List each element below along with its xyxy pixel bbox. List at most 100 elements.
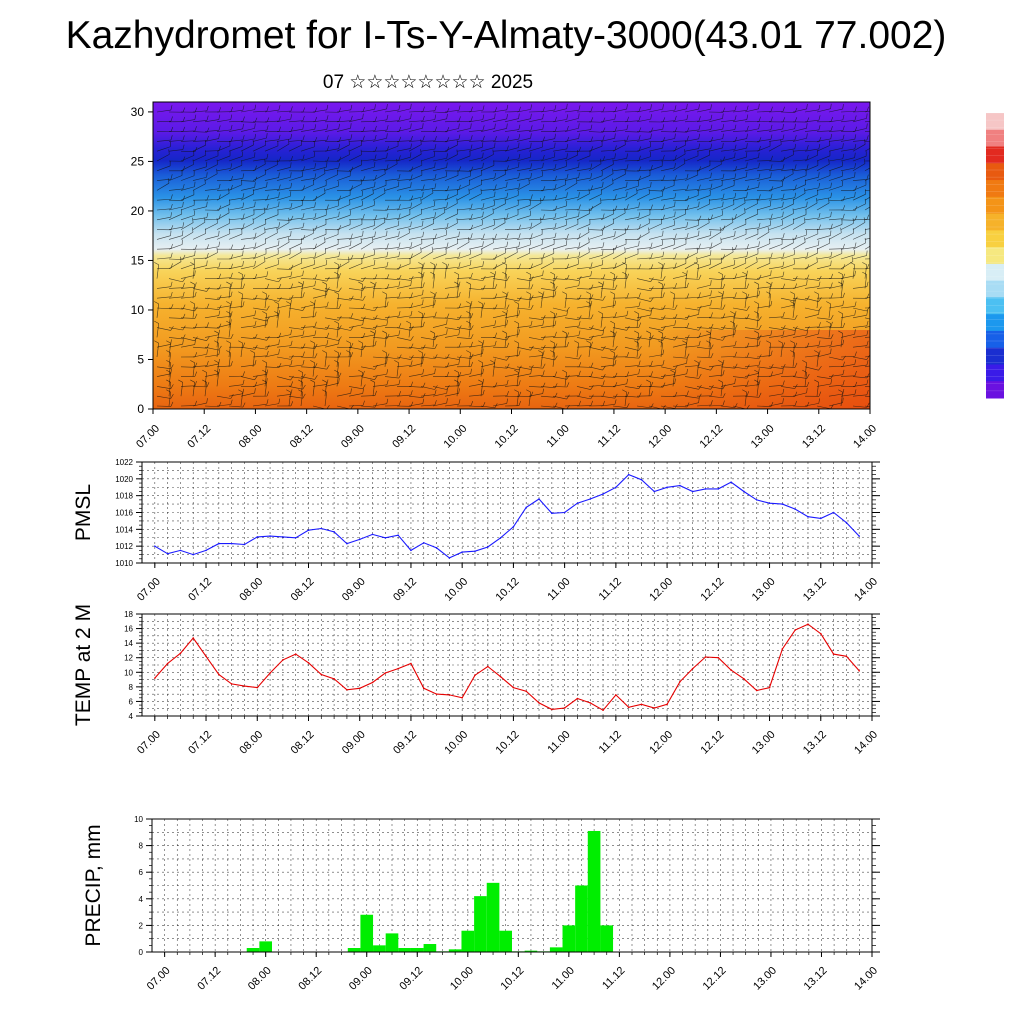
- wind-barb: [816, 383, 831, 387]
- wind-barb: [516, 303, 519, 318]
- wind-barb-flag: [518, 365, 522, 371]
- pmsl-data-point: [640, 478, 643, 481]
- wind-barb-flag: [842, 114, 845, 120]
- wind-barb: [624, 120, 639, 123]
- wind-barb-flag: [614, 399, 617, 405]
- wind-barb-flag: [454, 369, 459, 373]
- wind-barb-flag: [350, 295, 354, 301]
- wind-barb: [408, 346, 423, 350]
- wind-barb-flag: [530, 320, 533, 326]
- wind-barb-flag: [866, 123, 868, 129]
- wind-barb-flag: [782, 106, 785, 112]
- pmsl-data-point: [358, 538, 361, 541]
- wind-barb-flag: [879, 137, 881, 142]
- wind-barb: [264, 362, 267, 377]
- pmsl-data-point: [371, 533, 374, 536]
- wind-barb: [468, 224, 483, 230]
- wind-barb-flag: [362, 345, 366, 350]
- wind-barb: [444, 110, 459, 113]
- wind-barb: [264, 366, 279, 368]
- wind-barb-flag: [744, 198, 746, 204]
- wind-barb-flag: [602, 365, 606, 371]
- wind-barb: [468, 352, 471, 367]
- wind-barb-flag: [794, 135, 797, 141]
- wind-barb-flag: [790, 340, 795, 344]
- wind-barb: [636, 175, 651, 181]
- wind-barb: [240, 156, 255, 162]
- wind-barb-flag: [286, 389, 291, 393]
- wind-barb: [660, 138, 675, 142]
- wind-barb: [600, 157, 615, 162]
- wind-barb-flag: [362, 388, 364, 394]
- wind-barb-flag: [590, 185, 593, 191]
- wind-barb-flag: [542, 315, 546, 320]
- wind-barb: [480, 205, 495, 211]
- wind-barb: [444, 393, 459, 397]
- wind-barb-flag: [754, 281, 759, 285]
- temp-x-tick-label: 13.12: [801, 729, 829, 757]
- wind-barb-flag: [194, 339, 196, 345]
- wind-barb-flag: [610, 291, 615, 295]
- wind-barb-flag: [214, 369, 219, 373]
- wind-barb: [624, 245, 639, 250]
- wind-barb: [204, 252, 218, 260]
- wind-barb: [588, 186, 603, 191]
- wind-barb: [792, 168, 807, 172]
- wind-barb: [420, 140, 435, 142]
- wind-barb: [216, 404, 231, 407]
- wind-barb-flag: [842, 280, 844, 286]
- wind-barb: [408, 111, 423, 113]
- wind-barb: [300, 184, 314, 191]
- wind-barb-flag: [866, 340, 869, 346]
- wind-barb: [852, 144, 866, 152]
- wind-barb: [408, 373, 423, 377]
- wind-barb-flag: [287, 139, 290, 145]
- wind-barb: [720, 296, 735, 299]
- wind-barb-flag: [818, 398, 820, 404]
- wind-barb-flag: [674, 105, 677, 111]
- wind-barb-flag: [518, 162, 520, 168]
- wind-barb: [180, 215, 195, 221]
- wind-barb-flag: [290, 133, 292, 139]
- wind-barb: [288, 303, 291, 318]
- temp-y-tick-label: 4: [129, 712, 134, 721]
- wind-barb: [384, 285, 399, 289]
- wind-barb-flag: [326, 104, 329, 110]
- wind-barb: [624, 160, 639, 162]
- wind-barb-flag: [602, 156, 606, 162]
- temp-data-point: [435, 693, 438, 695]
- wind-barb-flag: [879, 371, 881, 376]
- wind-barb: [636, 146, 651, 152]
- wind-barb: [804, 176, 819, 181]
- wind-barb-flag: [410, 390, 413, 396]
- wind-barb: [828, 344, 843, 348]
- wind-barb: [804, 217, 819, 221]
- wind-barb: [432, 402, 447, 407]
- wind-barb-flag: [458, 166, 462, 172]
- wind-barb: [516, 118, 531, 123]
- wind-barb-flag: [782, 342, 786, 348]
- wind-barb: [204, 363, 219, 368]
- wind-barb-flag: [290, 182, 292, 188]
- colorbar-swatch: [986, 280, 1004, 298]
- wind-barb: [504, 204, 519, 211]
- wind-barb: [336, 258, 351, 260]
- wind-barb: [576, 395, 591, 400]
- wind-barb: [252, 275, 267, 279]
- wind-barb-flag: [314, 330, 317, 336]
- wind-barb: [804, 129, 819, 132]
- wind-barb: [720, 157, 735, 162]
- wind-barb: [252, 403, 267, 407]
- wind-barb: [672, 395, 687, 397]
- wind-barb: [516, 267, 532, 270]
- wind-barb: [252, 297, 267, 300]
- wind-barb-flag: [478, 301, 483, 305]
- wind-barb: [432, 212, 446, 221]
- wind-barb: [288, 205, 303, 211]
- pmsl-data-point: [807, 515, 809, 518]
- wind-barb-flag: [686, 368, 688, 374]
- wind-barb-flag: [454, 281, 459, 285]
- wind-barb-flag: [214, 340, 219, 344]
- wind-barb-flag: [818, 115, 821, 121]
